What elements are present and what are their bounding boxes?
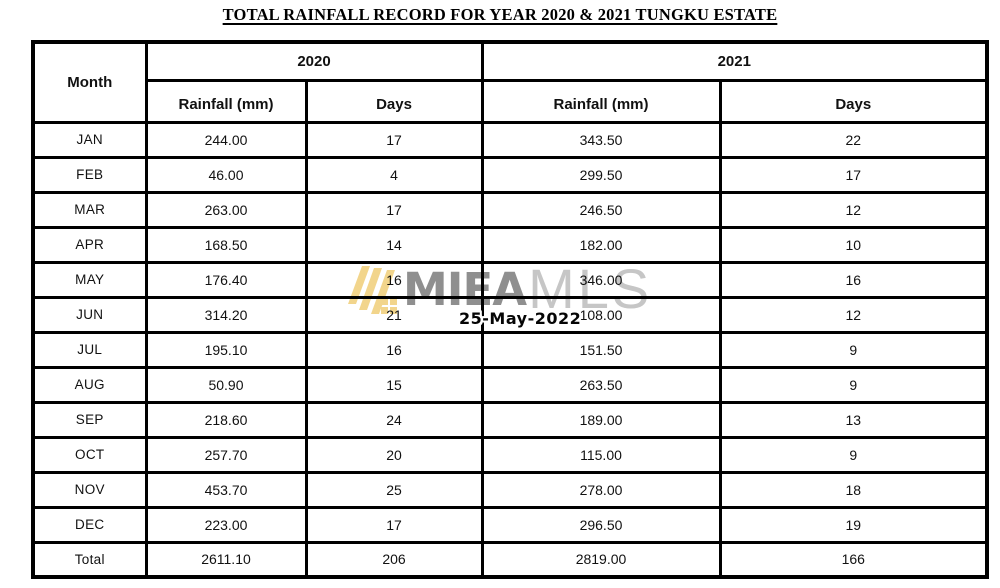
rainfall-2021-cell: 182.00 — [480, 225, 722, 264]
total-row: Total 2611.10 206 2819.00 166 — [31, 540, 989, 579]
rainfall-2020-cell: 263.00 — [144, 190, 308, 229]
days-2020-cell: 14 — [304, 225, 484, 264]
days-2020-cell: 17 — [304, 190, 484, 229]
rainfall-2021-cell: 189.00 — [480, 400, 722, 439]
month-cell: DEC — [31, 505, 148, 544]
days-2020-cell: 25 — [304, 470, 484, 509]
days-2021-cell: 18 — [718, 470, 989, 509]
rainfall-2021-cell: 115.00 — [480, 435, 722, 474]
rainfall-2020-cell: 168.50 — [144, 225, 308, 264]
column-header-rainfall-2020: Rainfall (mm) — [144, 78, 308, 124]
rainfall-2021-cell: 299.50 — [480, 155, 722, 194]
days-2020-cell: 4 — [304, 155, 484, 194]
rainfall-2021-cell: 108.00 — [480, 295, 722, 334]
page-title: TOTAL RAINFALL RECORD FOR YEAR 2020 & 20… — [222, 5, 778, 24]
rainfall-2020-cell: 195.10 — [144, 330, 308, 369]
month-cell: SEP — [31, 400, 148, 439]
table-row: JAN 244.00 17 343.50 22 — [31, 120, 989, 159]
column-header-days-2021: Days — [718, 78, 989, 124]
column-header-month: Month — [31, 40, 148, 124]
days-2021-cell: 10 — [718, 225, 989, 264]
days-2021-cell: 22 — [718, 120, 989, 159]
days-2021-cell: 16 — [718, 260, 989, 299]
total-days-2021-cell: 166 — [718, 540, 989, 579]
column-header-rainfall-2021: Rainfall (mm) — [480, 78, 722, 124]
table-body: JAN 244.00 17 343.50 22 FEB 46.00 4 299.… — [31, 120, 989, 544]
rainfall-2020-cell: 314.20 — [144, 295, 308, 334]
column-header-year-2020: 2020 — [144, 40, 484, 82]
days-2021-cell: 12 — [718, 190, 989, 229]
days-2021-cell: 12 — [718, 295, 989, 334]
days-2021-cell: 9 — [718, 365, 989, 404]
month-cell: JUL — [31, 330, 148, 369]
rainfall-2020-cell: 223.00 — [144, 505, 308, 544]
days-2020-cell: 17 — [304, 505, 484, 544]
month-cell: JAN — [31, 120, 148, 159]
column-header-year-2021: 2021 — [480, 40, 989, 82]
column-header-days-2020: Days — [304, 78, 484, 124]
total-rainfall-2020-cell: 2611.10 — [144, 540, 308, 579]
days-2020-cell: 21 — [304, 295, 484, 334]
month-cell: NOV — [31, 470, 148, 509]
table-row: MAR 263.00 17 246.50 12 — [31, 190, 989, 229]
table-row: FEB 46.00 4 299.50 17 — [31, 155, 989, 194]
days-2020-cell: 15 — [304, 365, 484, 404]
rainfall-2020-cell: 218.60 — [144, 400, 308, 439]
rainfall-2020-cell: 46.00 — [144, 155, 308, 194]
days-2021-cell: 9 — [718, 330, 989, 369]
rainfall-2021-cell: 246.50 — [480, 190, 722, 229]
table-row: MAY 176.40 16 346.00 16 — [31, 260, 989, 299]
days-2020-cell: 17 — [304, 120, 484, 159]
rainfall-2021-cell: 278.00 — [480, 470, 722, 509]
month-cell: FEB — [31, 155, 148, 194]
rainfall-2021-cell: 151.50 — [480, 330, 722, 369]
rainfall-2021-cell: 296.50 — [480, 505, 722, 544]
days-2021-cell: 9 — [718, 435, 989, 474]
total-rainfall-2021-cell: 2819.00 — [480, 540, 722, 579]
rainfall-2021-cell: 343.50 — [480, 120, 722, 159]
month-cell: MAY — [31, 260, 148, 299]
month-cell: AUG — [31, 365, 148, 404]
days-2020-cell: 20 — [304, 435, 484, 474]
rainfall-2020-cell: 50.90 — [144, 365, 308, 404]
month-cell: OCT — [31, 435, 148, 474]
table-row: DEC 223.00 17 296.50 19 — [31, 505, 989, 544]
days-2021-cell: 13 — [718, 400, 989, 439]
month-cell: APR — [31, 225, 148, 264]
rainfall-2020-cell: 453.70 — [144, 470, 308, 509]
total-days-2020-cell: 206 — [304, 540, 484, 579]
month-cell: MAR — [31, 190, 148, 229]
days-2021-cell: 19 — [718, 505, 989, 544]
rainfall-2021-cell: 346.00 — [480, 260, 722, 299]
total-label-cell: Total — [31, 540, 148, 579]
table-row: AUG 50.90 15 263.50 9 — [31, 365, 989, 404]
days-2020-cell: 16 — [304, 260, 484, 299]
rainfall-2020-cell: 244.00 — [144, 120, 308, 159]
table-row: OCT 257.70 20 115.00 9 — [31, 435, 989, 474]
rainfall-2021-cell: 263.50 — [480, 365, 722, 404]
month-cell: JUN — [31, 295, 148, 334]
days-2020-cell: 24 — [304, 400, 484, 439]
rainfall-2020-cell: 257.70 — [144, 435, 308, 474]
rainfall-2020-cell: 176.40 — [144, 260, 308, 299]
table-row: APR 168.50 14 182.00 10 — [31, 225, 989, 264]
days-2020-cell: 16 — [304, 330, 484, 369]
table-row: JUN 314.20 21 108.00 12 — [31, 295, 989, 334]
table-row: NOV 453.70 25 278.00 18 — [31, 470, 989, 509]
table-row: JUL 195.10 16 151.50 9 — [31, 330, 989, 369]
table-row: SEP 218.60 24 189.00 13 — [31, 400, 989, 439]
days-2021-cell: 17 — [718, 155, 989, 194]
rainfall-table: Month 2020 2021 Rainfall (mm) Days Rainf… — [31, 40, 989, 579]
